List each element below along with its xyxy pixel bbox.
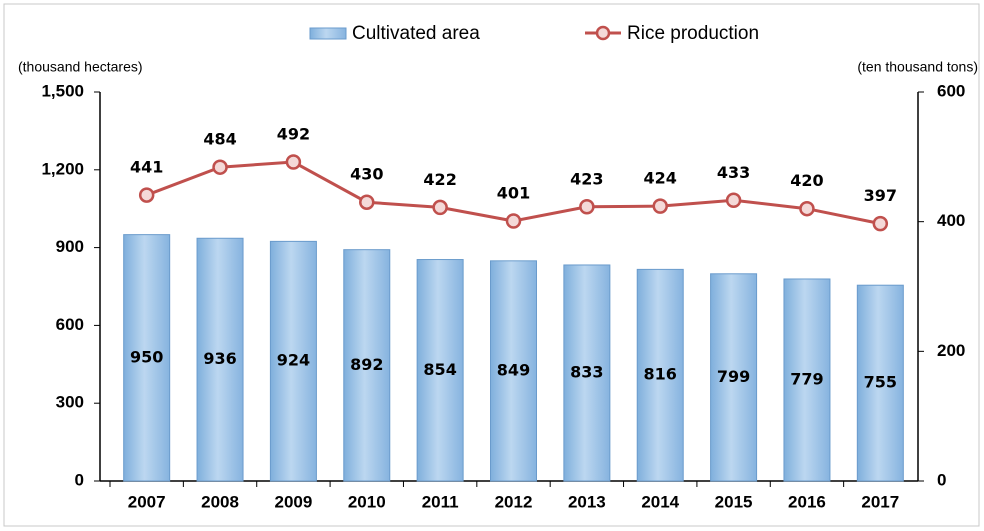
x-tick-label: 2013 (568, 492, 606, 511)
chart-border (3, 3, 980, 527)
bar (269, 240, 317, 482)
x-tick-label: 2011 (422, 492, 459, 511)
line-value-label: 423 (570, 169, 603, 188)
line-point (359, 194, 375, 210)
line-point (579, 199, 595, 215)
x-tick-label: 2014 (641, 492, 679, 511)
bar (196, 237, 244, 482)
line-point (872, 215, 889, 232)
bar-value-label: 950 (130, 347, 163, 366)
y-tick-label: 0 (75, 470, 84, 489)
y-axis-title: (thousand hectares) (18, 59, 143, 75)
legend-label: Rice production (627, 23, 759, 44)
line-value-label: 484 (203, 130, 236, 149)
bar-value-label: 892 (350, 355, 383, 374)
line-value-label: 397 (864, 186, 897, 205)
bar (856, 284, 904, 482)
line-value-label: 401 (497, 184, 530, 203)
line-point (212, 159, 228, 175)
x-tick-label: 2015 (715, 492, 753, 511)
bar (343, 249, 391, 482)
x-tick-label: 2017 (861, 492, 899, 511)
y2-tick-label: 600 (937, 81, 965, 100)
line-value-label: 422 (423, 170, 456, 189)
line-point (138, 187, 155, 203)
bar-value-label: 854 (423, 360, 456, 379)
x-tick-label: 2016 (788, 492, 826, 511)
bar-value-label: 816 (644, 365, 677, 384)
line-point (725, 192, 742, 209)
line-point (652, 198, 668, 214)
legend-marker (595, 25, 611, 41)
bar-value-label: 849 (497, 360, 530, 379)
bar (416, 259, 464, 482)
line-value-label: 420 (790, 171, 823, 190)
line-point (505, 213, 522, 229)
bar-value-label: 755 (864, 373, 897, 392)
y2-axis-title: (ten thousand tons) (857, 59, 978, 75)
line-value-label: 424 (644, 169, 677, 188)
bar-value-label: 924 (277, 351, 310, 370)
bar-value-label: 833 (570, 362, 603, 381)
bar-value-label: 799 (717, 367, 750, 386)
line-value-label: 441 (130, 158, 163, 177)
y-tick-label: 300 (56, 393, 84, 412)
line-value-label: 492 (277, 125, 310, 144)
y-tick-label: 900 (56, 237, 84, 256)
x-tick-label: 2008 (201, 492, 239, 511)
line-value-label: 430 (350, 165, 383, 184)
bar-value-label: 936 (203, 349, 236, 368)
bar (710, 273, 758, 482)
y-tick-label: 1,200 (41, 159, 84, 178)
y2-tick-label: 400 (937, 211, 965, 230)
bar (563, 264, 611, 482)
legend-label: Cultivated area (352, 23, 480, 44)
x-tick-label: 2010 (348, 492, 386, 511)
legend: Cultivated area Rice production (309, 23, 759, 44)
bar-value-label: 779 (790, 369, 823, 388)
bar (490, 260, 537, 482)
line-value-label: 433 (717, 163, 750, 182)
bar (123, 234, 171, 482)
x-tick-label: 2007 (128, 492, 166, 511)
y2-tick-label: 0 (937, 470, 946, 489)
x-tick-label: 2009 (274, 492, 312, 511)
bar (636, 268, 684, 482)
line-point (432, 199, 448, 216)
legend-swatch (309, 27, 347, 40)
line-point (285, 154, 302, 170)
y-tick-label: 600 (56, 315, 84, 334)
bar (783, 278, 831, 482)
y2-tick-label: 200 (937, 341, 965, 360)
y-tick-label: 1,500 (41, 81, 84, 100)
line-point (799, 200, 815, 217)
x-tick-label: 2012 (495, 492, 533, 511)
